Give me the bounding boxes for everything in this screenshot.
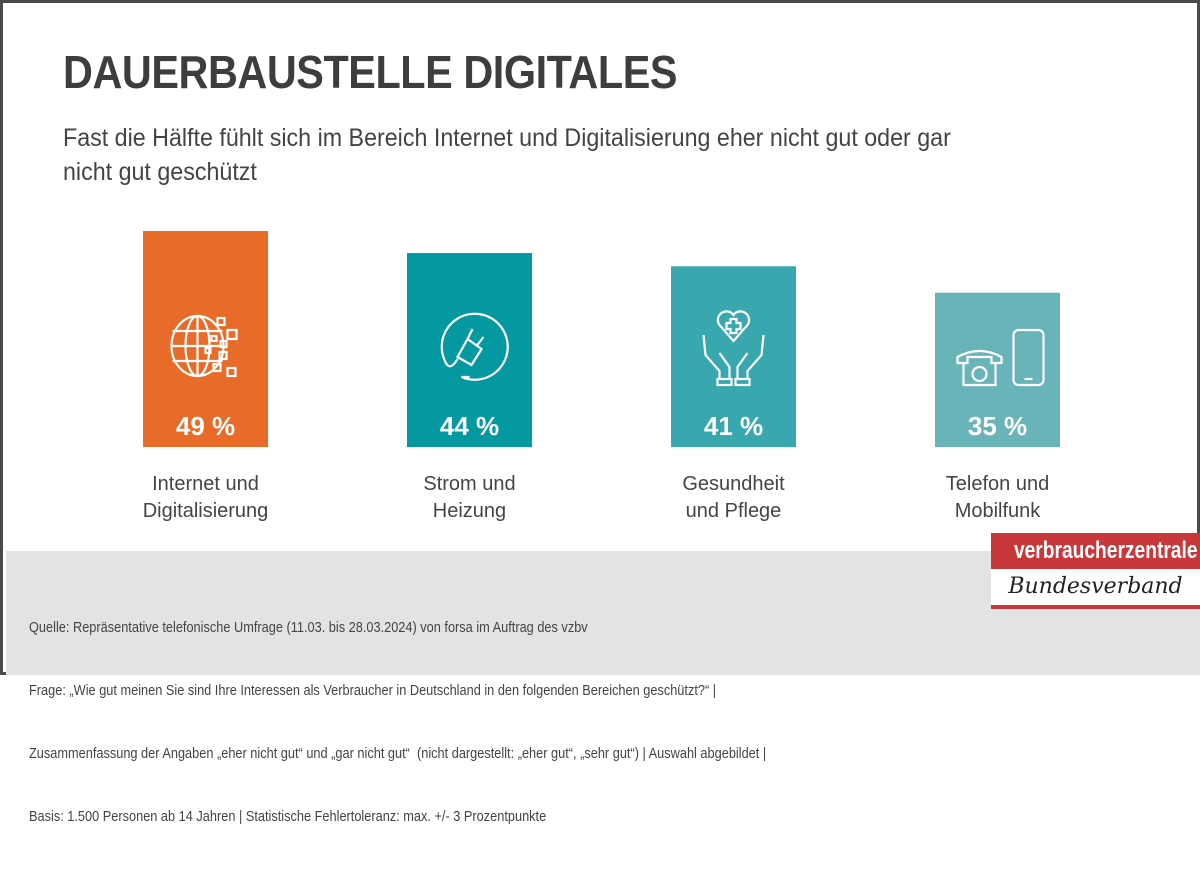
value-label: 35 % [968, 411, 1027, 441]
vzbv-logo: verbraucherzentrale Bundesverband [991, 533, 1200, 609]
hands-heart-icon [702, 310, 765, 387]
category-label: Gesundheit und Pflege [682, 473, 785, 522]
value-label: 49 % [176, 411, 235, 441]
power-plug-icon [440, 312, 509, 381]
infographic: DAUERBAUSTELLE DIGITALES Fast die Hälfte… [0, 0, 1200, 825]
footer-line: Basis: 1.500 Personen ab 14 Jahren | Sta… [29, 809, 547, 825]
logo-text-top: verbraucherzentrale [1013, 537, 1198, 564]
bar [935, 292, 1060, 447]
value-label: 41 % [704, 411, 763, 441]
bar [143, 231, 268, 447]
bar-chart: 49 % Internet und Digitalisierung 44 % Strom… [143, 231, 1060, 522]
subtitle: Fast die Hälfte fühlt sich im Bereich In… [63, 124, 951, 186]
page-title: DAUERBAUSTELLE DIGITALES [63, 46, 678, 98]
category-label: Strom und Heizung [423, 473, 515, 522]
bar [407, 253, 532, 447]
footer-line: Quelle: Repräsentative telefonische Umfr… [29, 620, 588, 636]
value-label: 44 % [440, 411, 499, 441]
bar [671, 266, 796, 447]
globe-digital-icon [170, 314, 238, 378]
logo-text-bottom: Bundesverband [1008, 574, 1183, 599]
footer-line: Zusammenfassung der Angaben „eher nicht … [29, 746, 767, 762]
source-note: Quelle: Repräsentative telefonische Umfr… [29, 576, 766, 870]
telephone-mobile-icon [956, 328, 1045, 387]
category-label: Internet und Digitalisierung [143, 473, 269, 522]
category-label: Telefon und Mobilfunk [946, 473, 1049, 522]
footer-line: Frage: „Wie gut meinen Sie sind Ihre Int… [29, 683, 717, 699]
